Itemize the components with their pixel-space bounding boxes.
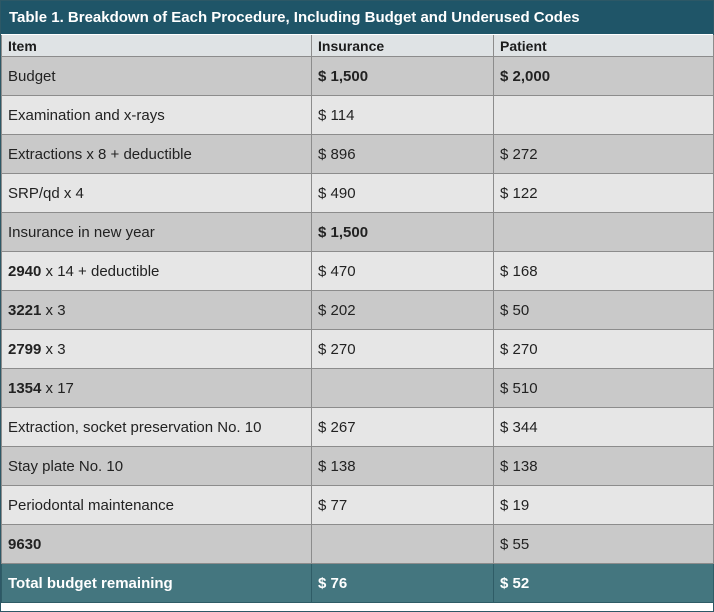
item-label: Periodontal maintenance <box>8 497 174 514</box>
table-row: 3221 x 3 $ 202 $ 50 <box>2 291 714 330</box>
table-row: 2799 x 3 $ 270 $ 270 <box>2 330 714 369</box>
table-row: Extraction, socket preservation No. 10 $ … <box>2 408 714 447</box>
item-cell: 3221 x 3 <box>2 291 312 330</box>
patient-cell: $ 122 <box>494 174 714 213</box>
table-row: SRP/qd x 4 $ 490 $ 122 <box>2 174 714 213</box>
insurance-cell: $ 1,500 <box>312 57 494 96</box>
procedure-code: 1354 <box>8 380 41 397</box>
item-label: x 14 + deductible <box>41 263 159 280</box>
header-item: Item <box>2 35 312 57</box>
insurance-cell: $ 77 <box>312 486 494 525</box>
item-cell: 2940 x 14 + deductible <box>2 252 312 291</box>
total-insurance-cell: $ 76 <box>312 564 494 603</box>
procedure-code: 3221 <box>8 302 41 319</box>
insurance-cell: $ 896 <box>312 135 494 174</box>
patient-cell: $ 270 <box>494 330 714 369</box>
item-label: Examination and x-rays <box>8 107 165 124</box>
item-cell: Extraction, socket preservation No. 10 <box>2 408 312 447</box>
table-row: Extractions x 8 + deductible $ 896 $ 272 <box>2 135 714 174</box>
table-row: Examination and x-rays $ 114 <box>2 96 714 135</box>
total-patient-cell: $ 52 <box>494 564 714 603</box>
insurance-cell: $ 267 <box>312 408 494 447</box>
insurance-cell: $ 470 <box>312 252 494 291</box>
table-row: Stay plate No. 10 $ 138 $ 138 <box>2 447 714 486</box>
procedure-table: Item Insurance Patient Budget $ 1,500 $ 2,… <box>1 35 714 603</box>
patient-cell: $ 2,000 <box>494 57 714 96</box>
total-item-cell: Total budget remaining <box>2 564 312 603</box>
table-title: Table 1. Breakdown of Each Procedure, In… <box>1 1 713 35</box>
table-row: Periodontal maintenance $ 77 $ 19 <box>2 486 714 525</box>
insurance-cell <box>312 525 494 564</box>
table-row: 1354 x 17 $ 510 <box>2 369 714 408</box>
procedure-code: 9630 <box>8 536 41 553</box>
patient-cell: $ 19 <box>494 486 714 525</box>
table-row: 2940 x 14 + deductible $ 470 $ 168 <box>2 252 714 291</box>
item-cell: Extractions x 8 + deductible <box>2 135 312 174</box>
procedure-code: 2799 <box>8 341 41 358</box>
item-label: x 17 <box>41 380 74 397</box>
item-cell: Insurance in new year <box>2 213 312 252</box>
table-body: Budget $ 1,500 $ 2,000 Examination and x-ra… <box>2 57 714 603</box>
item-cell: Budget <box>2 57 312 96</box>
item-label: x 3 <box>41 341 65 358</box>
patient-cell <box>494 213 714 252</box>
item-cell: 9630 <box>2 525 312 564</box>
header-patient: Patient <box>494 35 714 57</box>
header-insurance: Insurance <box>312 35 494 57</box>
item-cell: Examination and x-rays <box>2 96 312 135</box>
patient-cell: $ 50 <box>494 291 714 330</box>
insurance-cell: $ 270 <box>312 330 494 369</box>
item-cell: SRP/qd x 4 <box>2 174 312 213</box>
patient-cell: $ 344 <box>494 408 714 447</box>
item-label: SRP/qd x 4 <box>8 185 84 202</box>
item-cell: 1354 x 17 <box>2 369 312 408</box>
item-cell: Stay plate No. 10 <box>2 447 312 486</box>
item-label: x 3 <box>41 302 65 319</box>
item-label: Budget <box>8 68 56 85</box>
patient-cell: $ 138 <box>494 447 714 486</box>
item-label: Extractions x 8 + deductible <box>8 146 192 163</box>
procedure-code: 2940 <box>8 263 41 280</box>
header-row: Item Insurance Patient <box>2 35 714 57</box>
table-row: 9630 $ 55 <box>2 525 714 564</box>
insurance-cell: $ 138 <box>312 447 494 486</box>
patient-cell: $ 168 <box>494 252 714 291</box>
item-label: Extraction, socket preservation No. 10 <box>8 419 261 436</box>
item-cell: Periodontal maintenance <box>2 486 312 525</box>
patient-cell: $ 272 <box>494 135 714 174</box>
item-label: Insurance in new year <box>8 224 155 241</box>
item-label: Stay plate No. 10 <box>8 458 123 475</box>
insurance-cell: $ 490 <box>312 174 494 213</box>
patient-cell: $ 55 <box>494 525 714 564</box>
insurance-cell: $ 202 <box>312 291 494 330</box>
patient-cell <box>494 96 714 135</box>
insurance-cell: $ 114 <box>312 96 494 135</box>
item-cell: 2799 x 3 <box>2 330 312 369</box>
insurance-cell <box>312 369 494 408</box>
table-row: Insurance in new year $ 1,500 <box>2 213 714 252</box>
table-row: Budget $ 1,500 $ 2,000 <box>2 57 714 96</box>
insurance-cell: $ 1,500 <box>312 213 494 252</box>
total-row: Total budget remaining $ 76 $ 52 <box>2 564 714 603</box>
patient-cell: $ 510 <box>494 369 714 408</box>
